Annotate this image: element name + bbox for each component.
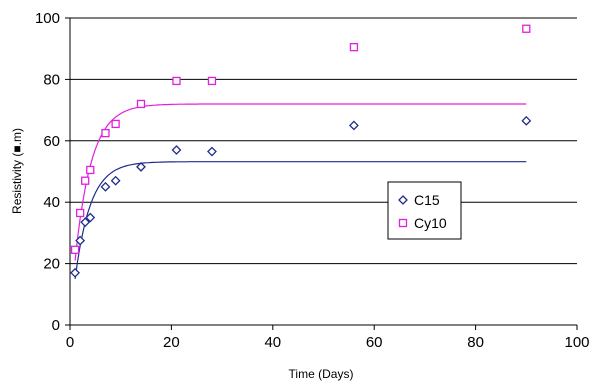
- legend-marker-c15: [398, 195, 408, 205]
- data-point-c15: [80, 217, 91, 228]
- trend-line-c15: [74, 161, 527, 279]
- legend: C15 Cy10: [387, 181, 462, 240]
- legend-marker-cy10: [398, 218, 408, 228]
- data-point-c15: [100, 181, 111, 192]
- trend-lines: [74, 103, 527, 279]
- x-tick-labels: 0 20 40 60 80 100: [66, 334, 590, 351]
- data-point-cy10: [349, 43, 359, 52]
- y-tick-label: 0: [52, 317, 60, 334]
- y-axis-title: Resistivity (■.m): [10, 128, 24, 214]
- x-tick-label: 0: [66, 334, 74, 351]
- data-point-c15: [110, 175, 121, 186]
- axes: [65, 17, 578, 330]
- data-point-cy10: [101, 128, 110, 138]
- y-tick-label: 40: [43, 194, 60, 211]
- gridlines: [70, 17, 577, 265]
- data-point-c15: [171, 145, 182, 155]
- data-point-cy10: [522, 24, 531, 33]
- legend-label-cy10: Cy10: [414, 215, 447, 231]
- data-point-c15: [136, 161, 146, 172]
- legend-box: [387, 181, 462, 240]
- data-point-c15: [521, 115, 532, 126]
- data-point-cy10: [86, 165, 95, 175]
- data-point-c15: [349, 120, 359, 131]
- data-point-c15: [207, 146, 217, 157]
- data-point-cy10: [207, 76, 217, 86]
- y-tick-label: 60: [43, 133, 60, 150]
- data-point-cy10: [75, 208, 85, 218]
- x-tick-label: 40: [264, 334, 281, 351]
- data-point-c15: [85, 212, 96, 223]
- x-tick-label: 80: [467, 334, 484, 351]
- data-point-cy10: [136, 99, 146, 109]
- data-points: [70, 24, 532, 278]
- data-point-cy10: [70, 245, 80, 254]
- data-point-c15: [75, 235, 86, 246]
- data-point-cy10: [172, 76, 181, 86]
- y-tick-label: 20: [43, 256, 60, 273]
- data-point-cy10: [111, 119, 120, 129]
- legend-label-c15: C15: [414, 192, 440, 208]
- y-tick-label: 80: [43, 71, 60, 88]
- trend-line-cy10: [74, 103, 527, 261]
- y-tick-labels: 0 20 40 60 80 100: [35, 10, 60, 334]
- data-point-c15: [70, 267, 80, 278]
- x-tick-label: 20: [163, 334, 180, 351]
- x-axis-title: Time (Days): [289, 367, 354, 381]
- data-point-cy10: [81, 176, 90, 185]
- x-tick-label: 100: [564, 334, 589, 351]
- x-tick-label: 60: [366, 334, 383, 351]
- y-tick-label: 100: [35, 10, 60, 27]
